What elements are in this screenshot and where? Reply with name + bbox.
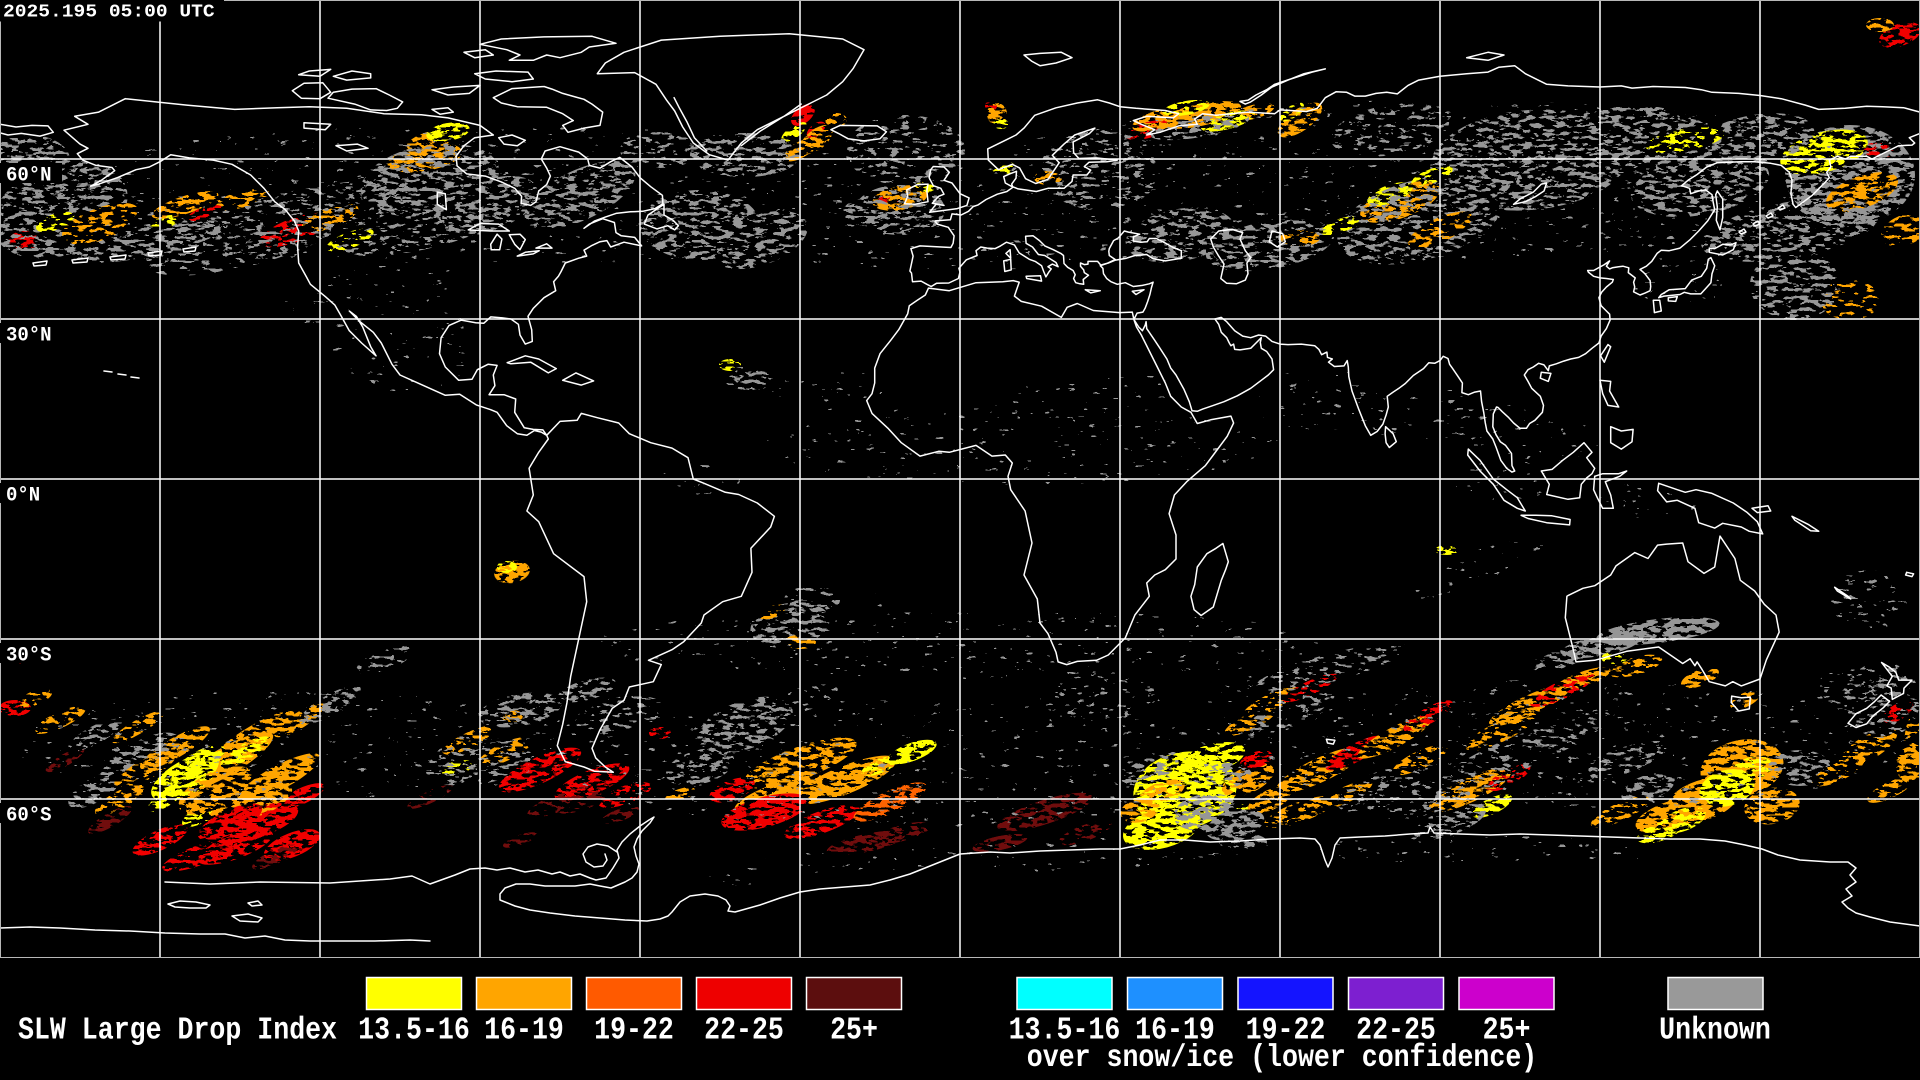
svg-text:13.5-16: 13.5-16 [1009,1013,1121,1049]
svg-text:19-22: 19-22 [1246,1013,1326,1049]
svg-text:22-25: 22-25 [1356,1013,1436,1049]
svg-text:13.5-16: 13.5-16 [358,1013,470,1049]
svg-text:22-25: 22-25 [704,1013,784,1049]
svg-text:over snow/ice (lower confidenc: over snow/ice (lower confidence) [1027,1040,1537,1076]
svg-text:16-19: 16-19 [484,1013,564,1049]
svg-text:16-19: 16-19 [1135,1013,1215,1049]
svg-text:25+: 25+ [830,1013,878,1049]
svg-text:Unknown: Unknown [1659,1013,1771,1049]
svg-text:60°N: 60°N [6,164,52,187]
svg-text:0°N: 0°N [6,484,40,507]
svg-text:30°N: 30°N [6,324,52,347]
svg-text:60°S: 60°S [6,804,52,827]
svg-text:25+: 25+ [1483,1013,1531,1049]
svg-text:19-22: 19-22 [594,1013,674,1049]
svg-text:30°S: 30°S [6,644,52,667]
svg-text:2025.195 05:00 UTC: 2025.195 05:00 UTC [3,1,215,22]
svg-text:SLW Large Drop Index: SLW Large Drop Index [18,1013,337,1049]
